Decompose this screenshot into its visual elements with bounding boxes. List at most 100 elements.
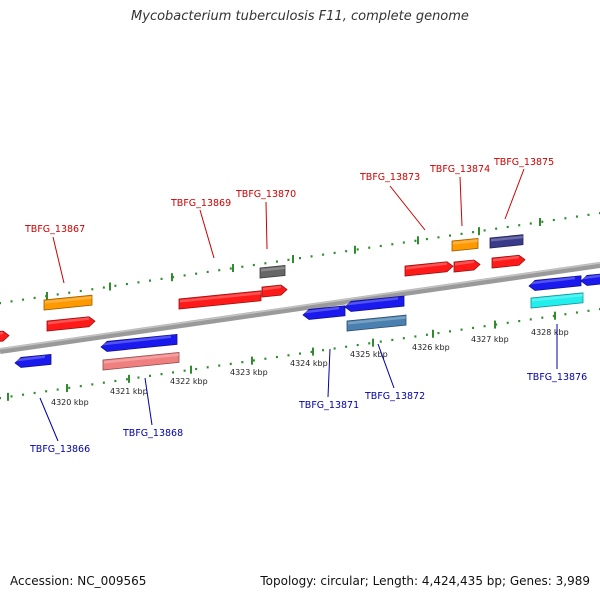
lower-scale-minor-tick — [229, 362, 232, 365]
backbone-line — [0, 262, 600, 354]
lower-scale-minor-tick — [333, 347, 336, 350]
scale-label-4325-kbp: 4325 kbp — [350, 350, 388, 359]
gene-label-TBFG_13872: TBFG_13872 — [364, 391, 425, 402]
lower-scale-minor-tick — [183, 369, 186, 372]
lower-scale-minor-tick — [345, 345, 348, 348]
gene-arrow-blue-shine — [530, 276, 575, 285]
lower-scale-minor-tick — [483, 325, 486, 328]
gene-label-leader-TBFG_13873 — [389, 185, 426, 231]
upper-scale-minor-tick — [529, 222, 532, 225]
gene-label-leader-TBFG_13870 — [265, 201, 268, 250]
lower-scale-minor-tick — [356, 343, 359, 347]
scale-label-4324-kbp: 4324 kbp — [290, 359, 328, 368]
upper-scale-minor-tick — [218, 269, 221, 272]
upper-scale-minor-tick — [322, 253, 325, 256]
lower-scale-minor-tick — [125, 378, 128, 381]
lower-scale-minor-tick — [368, 342, 371, 345]
gene-arrow-red — [453, 259, 481, 273]
upper-scale-minor-tick — [414, 239, 417, 242]
upper-scale-minor-tick — [172, 276, 175, 279]
gene-arrow-red-shine — [406, 262, 447, 270]
lower-scale-minor-tick — [195, 367, 198, 371]
upper-scale-minor-tick — [460, 232, 463, 235]
accession-text: Accession: NC_009565 — [10, 574, 147, 588]
upper-scale-minor-tick — [333, 251, 336, 255]
gene-label-TBFG_13868: TBFG_13868 — [122, 428, 183, 439]
upper-scale-minor-tick — [437, 236, 440, 239]
upper-scale-minor-tick — [229, 267, 232, 270]
gene-arrow-orange-shine — [45, 296, 92, 304]
gene-arrow-orange — [451, 237, 479, 252]
lower-scale-minor-tick — [495, 323, 498, 326]
upper-scale-minor-tick — [114, 284, 117, 287]
gene-arrow-red-shine — [263, 285, 281, 291]
gene-arrow-pink — [102, 351, 180, 371]
gene-arrow-blue — [580, 273, 600, 286]
upper-scale-minor-tick — [541, 220, 544, 223]
upper-scale-minor-tick — [587, 213, 590, 216]
gene-arrow-navy — [489, 234, 524, 249]
gene-arrow-blue — [100, 333, 178, 352]
lower-scale-minor-tick — [287, 354, 290, 357]
lower-scale-minor-tick — [449, 330, 451, 333]
gene-label-TBFG_13867: TBFG_13867 — [24, 224, 85, 235]
upper-scale-minor-tick — [368, 246, 371, 249]
gene-label-TBFG_13869: TBFG_13869 — [170, 198, 231, 209]
gene-label-TBFG_13875: TBFG_13875 — [493, 157, 554, 168]
upper-scale-minor-tick — [402, 241, 405, 244]
lower-scale-minor-tick — [68, 386, 71, 389]
upper-scale-minor-tick — [449, 234, 451, 237]
lower-scale-minor-tick — [206, 366, 209, 369]
gene-arrow-steel — [346, 314, 407, 332]
gene-arrow-pink-shine — [104, 353, 179, 364]
gene-label-TBFG_13873: TBFG_13873 — [359, 172, 420, 183]
gene-label-leader-TBFG_13871 — [327, 348, 331, 398]
gene-arrow-blue — [302, 305, 346, 320]
upper-scale-minor-tick — [79, 289, 82, 293]
lower-scale-minor-tick — [552, 314, 555, 318]
lower-scale-minor-tick — [299, 352, 301, 355]
lower-scale-minor-tick — [172, 371, 175, 374]
lower-scale-minor-tick — [91, 383, 94, 386]
lower-scale-minor-tick — [45, 390, 48, 393]
gene-arrow-red-shine — [0, 331, 3, 335]
map-title: Mycobacterium tuberculosis F11, complete… — [131, 9, 469, 24]
gene-arrow-red — [404, 261, 454, 277]
upper-scale-minor-tick — [183, 274, 186, 277]
upper-scale-minor-tick — [264, 262, 267, 265]
upper-scale-minor-tick — [310, 255, 313, 258]
gene-arrow-grey — [259, 265, 286, 279]
upper-scale-minor-tick — [0, 302, 1, 305]
upper-scale-minor-tick — [472, 231, 475, 234]
lower-scale-minor-tick — [437, 331, 440, 335]
upper-scale-minor-tick — [10, 300, 13, 303]
gene-arrow-orange-shine — [453, 239, 478, 245]
upper-scale-minor-tick — [102, 286, 105, 289]
upper-scale-minor-tick — [518, 224, 521, 227]
gene-label-leader-TBFG_13874 — [459, 176, 463, 227]
lower-scale-minor-tick — [137, 376, 140, 379]
gene-arrow-blue-shine — [346, 297, 398, 306]
lower-scale-minor-tick — [402, 337, 405, 340]
lower-scale-minor-tick — [310, 350, 313, 353]
gene-label-TBFG_13870: TBFG_13870 — [235, 189, 296, 200]
lower-scale-minor-tick — [264, 357, 267, 360]
lower-scale-minor-tick — [460, 328, 463, 331]
upper-scale-minor-tick — [379, 244, 382, 248]
gene-arrow-red — [261, 284, 288, 298]
upper-scale-minor-tick — [33, 296, 36, 300]
upper-scale-minor-tick — [299, 257, 301, 260]
gene-arrow-navy-shine — [491, 235, 523, 242]
scale-label-4321-kbp: 4321 kbp — [110, 387, 148, 396]
lower-scale-minor-tick — [149, 374, 151, 377]
lower-scale-minor-tick — [575, 311, 578, 314]
lower-scale-minor-tick — [322, 349, 325, 352]
upper-scale-minor-tick — [483, 229, 486, 232]
gene-arrow-red-shine — [455, 260, 474, 266]
upper-scale-minor-tick — [506, 225, 509, 229]
gene-label-TBFG_13874: TBFG_13874 — [429, 164, 490, 175]
gene-arrow-red — [46, 316, 96, 332]
lower-scale-minor-tick — [79, 385, 82, 388]
upper-scale-minor-tick — [425, 237, 428, 241]
